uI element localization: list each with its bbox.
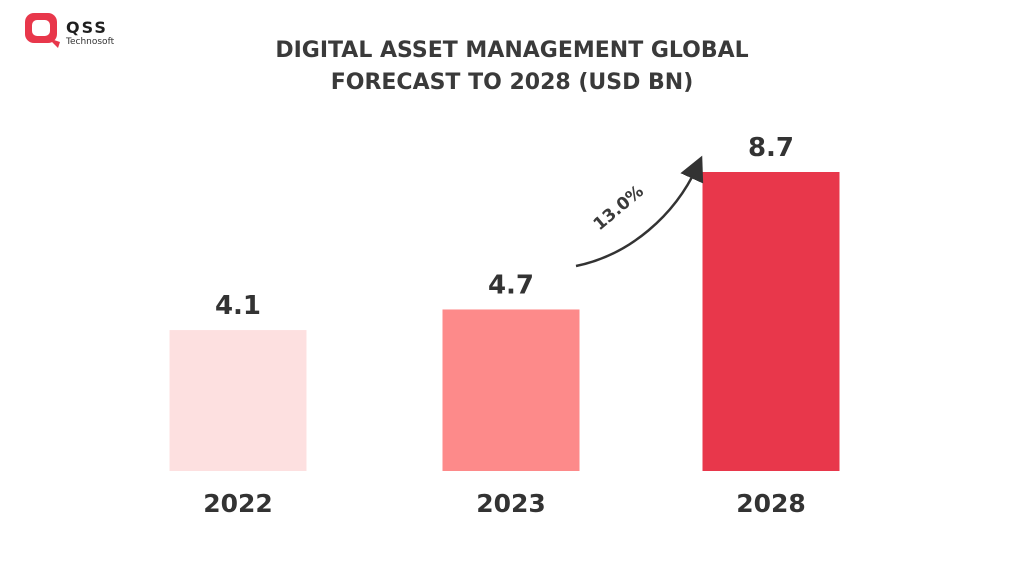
- qss-logo-icon: [25, 13, 60, 48]
- category-label-2028: 2028: [736, 489, 806, 518]
- brand-name: QSS: [66, 18, 108, 37]
- category-label-2023: 2023: [476, 489, 546, 518]
- growth-rate-label: 13.0%: [590, 182, 648, 235]
- category-label-2022: 2022: [203, 489, 273, 518]
- value-label-2023: 4.7: [488, 270, 534, 300]
- brand-logo: QSS Technosoft: [22, 10, 152, 54]
- chart-title-line-1: DIGITAL ASSET MANAGEMENT GLOBAL: [275, 38, 749, 63]
- bar-2022: [169, 330, 307, 471]
- chart-title-line-2: FORECAST TO 2028 (USD BN): [330, 70, 694, 95]
- value-label-2028: 8.7: [748, 133, 794, 163]
- brand-tagline: Technosoft: [66, 37, 115, 47]
- bar-2028: [702, 172, 840, 471]
- chart-title: DIGITAL ASSET MANAGEMENT GLOBAL FORECAST…: [0, 35, 1024, 99]
- bar-2023: [442, 309, 580, 471]
- value-label-2022: 4.1: [215, 291, 261, 321]
- growth-arrow: [575, 155, 704, 268]
